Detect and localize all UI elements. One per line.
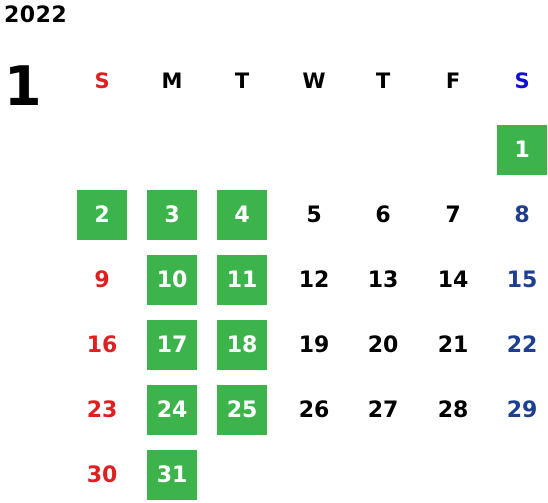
day-cell-9[interactable]: 9 [94, 267, 110, 293]
day-cell-21[interactable]: 21 [437, 332, 469, 358]
day-cell-11[interactable]: 11 [217, 255, 267, 305]
day-cell-5[interactable]: 5 [306, 202, 322, 228]
day-cell-3[interactable]: 3 [147, 190, 197, 240]
day-cell-14[interactable]: 14 [437, 267, 469, 293]
day-cell-2[interactable]: 2 [77, 190, 127, 240]
weekday-header-saturday: S [514, 69, 530, 93]
day-cell-25[interactable]: 25 [217, 385, 267, 435]
day-cell-7[interactable]: 7 [445, 202, 461, 228]
year-label: 2022 [4, 3, 68, 28]
weekday-header-monday: M [161, 69, 183, 93]
weekday-header-tuesday: T [234, 69, 250, 93]
day-cell-31[interactable]: 31 [147, 450, 197, 500]
day-cell-4[interactable]: 4 [217, 190, 267, 240]
day-cell-16[interactable]: 16 [86, 332, 118, 358]
weekday-header-wednesday: W [302, 69, 326, 93]
day-cell-20[interactable]: 20 [367, 332, 399, 358]
day-cell-17[interactable]: 17 [147, 320, 197, 370]
day-cell-19[interactable]: 19 [298, 332, 330, 358]
day-cell-10[interactable]: 10 [147, 255, 197, 305]
day-cell-6[interactable]: 6 [375, 202, 391, 228]
day-cell-24[interactable]: 24 [147, 385, 197, 435]
day-cell-1[interactable]: 1 [497, 125, 547, 175]
day-cell-29[interactable]: 29 [506, 397, 538, 423]
weekday-header-friday: F [445, 69, 461, 93]
day-cell-15[interactable]: 15 [506, 267, 538, 293]
weekday-header-thursday: T [375, 69, 391, 93]
day-cell-8[interactable]: 8 [514, 202, 530, 228]
month-number: 1 [4, 55, 42, 118]
day-cell-12[interactable]: 12 [298, 267, 330, 293]
day-cell-13[interactable]: 13 [367, 267, 399, 293]
weekday-header-sunday: S [94, 69, 110, 93]
day-cell-26[interactable]: 26 [298, 397, 330, 423]
day-cell-28[interactable]: 28 [437, 397, 469, 423]
day-cell-22[interactable]: 22 [506, 332, 538, 358]
day-cell-18[interactable]: 18 [217, 320, 267, 370]
day-cell-27[interactable]: 27 [367, 397, 399, 423]
day-cell-30[interactable]: 30 [86, 462, 118, 488]
day-cell-23[interactable]: 23 [86, 397, 118, 423]
